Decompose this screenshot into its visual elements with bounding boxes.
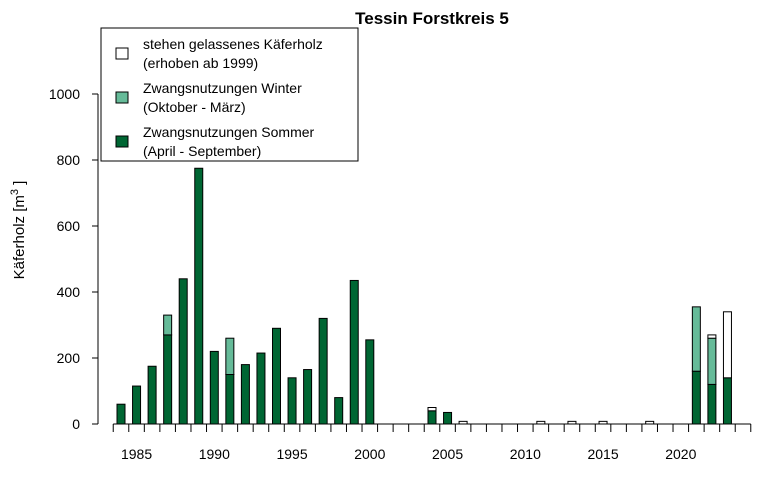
x-tick-label: 2005 <box>432 446 463 462</box>
bar-segment-series-1 <box>365 339 375 425</box>
bar-segment-series-3 <box>645 420 655 425</box>
bar-segment-series-1 <box>303 369 313 425</box>
legend-box <box>100 27 359 162</box>
y-axis-label-sup: 3 <box>9 189 21 195</box>
y-axis-label-close: ] <box>11 181 28 189</box>
bar-segment-series-3 <box>427 407 437 412</box>
bar-segment-series-1 <box>194 167 204 425</box>
bar-segment-series-1 <box>132 385 142 425</box>
bar-segment-series-1 <box>163 334 173 425</box>
bar-segment-series-1 <box>691 370 701 425</box>
bar-segment-series-2 <box>163 314 173 336</box>
bar-segment-series-1 <box>178 278 188 425</box>
bars <box>116 167 732 425</box>
bar-segment-series-1 <box>287 377 297 425</box>
y-tick-label: 0 <box>72 416 80 432</box>
bar-segment-series-3 <box>458 420 468 425</box>
x-tick-label: 2000 <box>354 446 385 462</box>
bar-segment-series-3 <box>536 420 546 425</box>
bar-segment-series-1 <box>240 364 250 425</box>
bar-segment-series-1 <box>443 411 453 425</box>
y-tick-label: 400 <box>57 284 81 300</box>
bar-segment-series-3 <box>722 311 732 379</box>
legend: stehen gelassenes Käferholz (erhoben ab 1… <box>100 27 359 162</box>
legend-entry-line2: (April - September) <box>143 143 261 159</box>
chart-title: Tessin Forstkreis 5 <box>355 9 509 28</box>
y-axis-label-main: Käferholz [m <box>11 195 28 279</box>
legend-entry-line1: Zwangsnutzungen Sommer <box>143 124 315 140</box>
bar-segment-series-1 <box>147 365 157 425</box>
bar-segment-series-1 <box>209 350 219 425</box>
bar-segment-series-2 <box>691 306 701 372</box>
x-tick-label: 2015 <box>587 446 618 462</box>
bar-segment-series-2 <box>707 337 717 385</box>
bar-segment-series-3 <box>707 334 717 339</box>
y-tick-label: 800 <box>57 152 81 168</box>
bar-segment-series-1 <box>427 410 437 425</box>
bar-segment-series-3 <box>567 420 577 425</box>
legend-entry-line1: stehen gelassenes Käferholz <box>143 36 323 52</box>
bar-segment-series-1 <box>116 403 126 425</box>
y-axis-label: Käferholz [m3 ] <box>9 181 28 280</box>
y-tick-label: 200 <box>57 350 81 366</box>
bar-segment-series-1 <box>349 279 359 425</box>
bar-segment-series-1 <box>707 383 717 425</box>
y-axis: 0 200 400 600 800 1000 <box>49 86 99 432</box>
bar-segment-series-1 <box>334 397 344 425</box>
x-tick-label: 1995 <box>276 446 307 462</box>
legend-entry-line2: (Oktober - März) <box>143 99 246 115</box>
bar-segment-series-1 <box>318 317 328 425</box>
x-axis: 1985 1990 1995 2000 2005 2010 2015 2020 <box>112 423 752 462</box>
legend-swatch <box>115 135 129 148</box>
legend-entry-line1: Zwangsnutzungen Winter <box>143 80 302 96</box>
bar-segment-series-3 <box>598 420 608 425</box>
y-tick-label: 600 <box>57 218 81 234</box>
x-tick-label: 2020 <box>665 446 696 462</box>
legend-swatch <box>115 47 129 60</box>
legend-entry-line2: (erhoben ab 1999) <box>143 55 258 71</box>
x-tick-label: 1990 <box>199 446 230 462</box>
x-tick-label: 1985 <box>121 446 152 462</box>
x-tick-label: 2010 <box>510 446 541 462</box>
bar-segment-series-1 <box>256 352 266 425</box>
legend-swatch <box>115 91 129 104</box>
y-tick-label: 1000 <box>49 86 80 102</box>
bar-segment-series-1 <box>272 327 281 425</box>
bar-segment-series-1 <box>225 374 235 425</box>
bar-segment-series-2 <box>225 337 235 376</box>
bar-segment-series-1 <box>722 377 732 425</box>
